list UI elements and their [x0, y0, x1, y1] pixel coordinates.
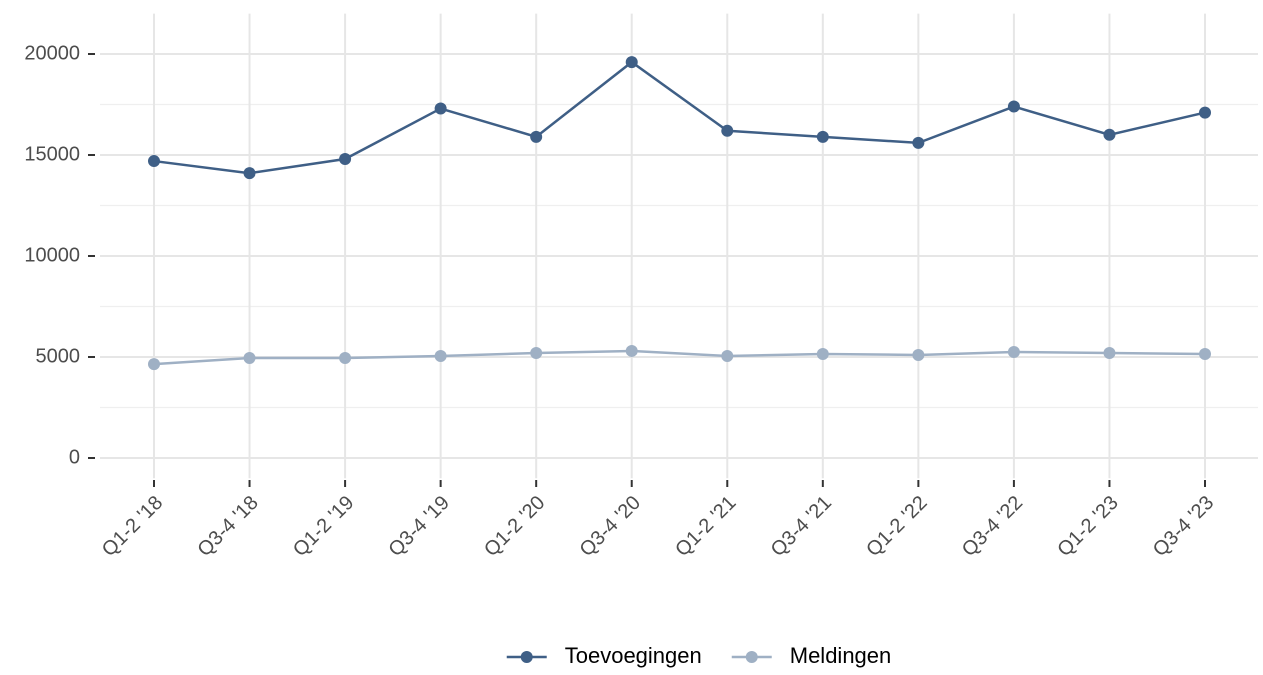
data-point [148, 358, 160, 371]
y-tick-label: 15000 [24, 143, 80, 165]
y-tick-label: 20000 [24, 42, 80, 64]
legend: Toevoegingen Meldingen [506, 643, 892, 668]
data-point [816, 130, 829, 143]
x-tick-label: Q3-4 '20 [576, 492, 645, 561]
data-point [148, 155, 160, 168]
data-point [816, 347, 829, 360]
data-point [339, 352, 352, 365]
data-point [1103, 346, 1116, 359]
series-line [153, 349, 1206, 366]
x-tick-label: Q1-2 '23 [1053, 492, 1122, 561]
series-line [153, 60, 1206, 175]
x-tick-label: Q3-4 '18 [193, 492, 262, 561]
legend-key-point [520, 651, 533, 663]
legend-key-point [745, 651, 758, 663]
x-tick-label: Q1-2 '21 [671, 492, 740, 561]
data-point [1199, 347, 1211, 360]
data-point [243, 167, 256, 180]
x-tick-label: Q3-4 '23 [1149, 492, 1218, 561]
data-point [530, 346, 543, 359]
data-point [434, 102, 447, 115]
x-tick-label: Q3-4 '21 [767, 492, 836, 561]
x-tick-label: Q1-2 '18 [98, 492, 167, 561]
legend-label: Toevoegingen [565, 643, 702, 668]
data-point [530, 130, 543, 143]
data-point [1103, 128, 1116, 141]
data-point [912, 348, 925, 361]
x-tick-label: Q1-2 '22 [862, 492, 931, 561]
data-point [243, 352, 256, 365]
data-point [1007, 100, 1020, 113]
x-tick-label: Q3-4 '19 [385, 492, 454, 561]
legend-label: Meldingen [790, 643, 892, 668]
data-point [912, 136, 925, 149]
data-point [625, 344, 638, 357]
y-tick-label: 0 [69, 446, 80, 468]
data-point [1007, 345, 1020, 358]
x-tick-label: Q3-4 '22 [958, 492, 1027, 561]
y-tick-label: 5000 [36, 345, 81, 367]
data-point [625, 56, 638, 69]
y-tick-label: 10000 [24, 244, 80, 266]
data-point [721, 349, 734, 362]
data-point [339, 153, 352, 166]
x-tick-label: Q1-2 '19 [289, 492, 358, 561]
x-tick-label: Q1-2 '20 [480, 492, 549, 561]
data-point [721, 124, 734, 137]
data-point [434, 349, 447, 362]
data-point [1199, 106, 1211, 119]
